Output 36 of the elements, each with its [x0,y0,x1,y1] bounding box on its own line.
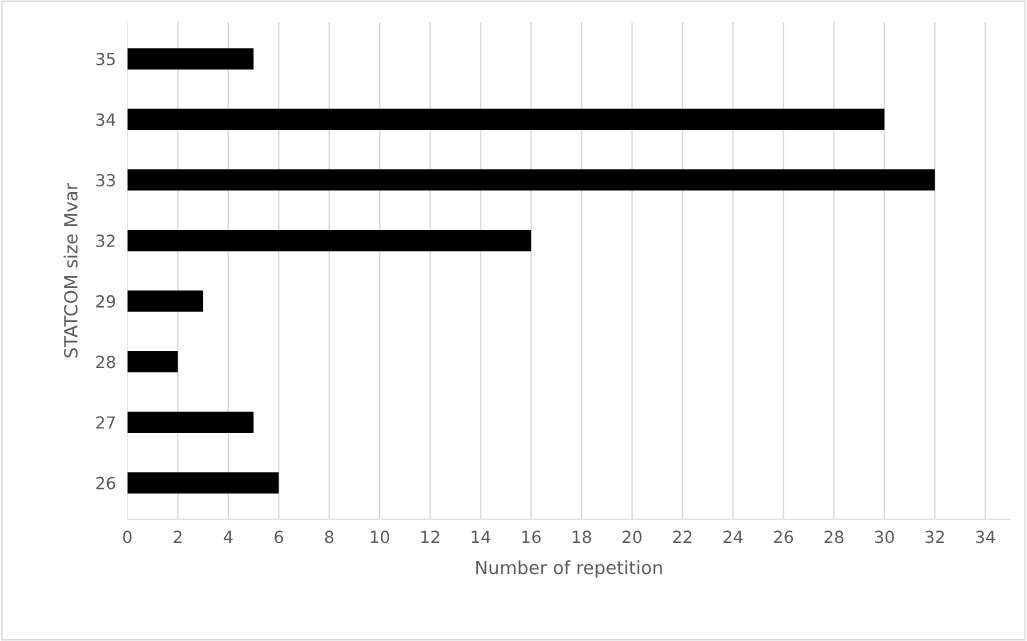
y-tick-label: 28 [96,355,116,369]
x-tick-label: 30 [875,530,894,544]
x-tick-label: 12 [421,530,440,543]
x-tick-label: 34 [976,530,995,544]
x-tick-label: 6 [274,530,284,544]
y-tick-label: 27 [96,416,115,429]
x-tick-label: 24 [723,530,743,543]
y-tick-label: 26 [96,476,116,490]
bar [127,290,204,312]
y-tick-label: 34 [96,113,116,126]
y-tick-label: 32 [96,234,115,248]
bar [127,411,254,433]
bar [127,48,254,70]
y-tick-label: 29 [96,295,116,308]
x-axis-title: Number of repetition [476,560,662,578]
y-tick-label: 35 [96,52,115,66]
x-tick-label: 18 [572,530,592,544]
y-tick-label: 33 [96,173,115,187]
x-tick-label: 4 [223,530,233,543]
x-tick-label: 28 [824,530,844,544]
x-tick-label: 10 [370,530,390,544]
x-tick-label: 0 [123,530,132,544]
x-tick-label: 14 [471,530,491,543]
x-tick-label: 32 [925,530,944,544]
bar [127,351,178,373]
bar [127,108,885,130]
bar [127,472,279,494]
x-tick-label: 22 [673,530,692,543]
x-tick-label: 16 [522,530,541,544]
bar [127,169,935,191]
x-tick-label: 26 [774,530,794,544]
x-tick-label: 20 [622,530,642,544]
x-tick-label: 8 [325,530,334,544]
bar [127,229,532,252]
y-axis-title: STATCOM size Mvar [63,183,78,358]
x-tick-label: 2 [173,530,182,543]
